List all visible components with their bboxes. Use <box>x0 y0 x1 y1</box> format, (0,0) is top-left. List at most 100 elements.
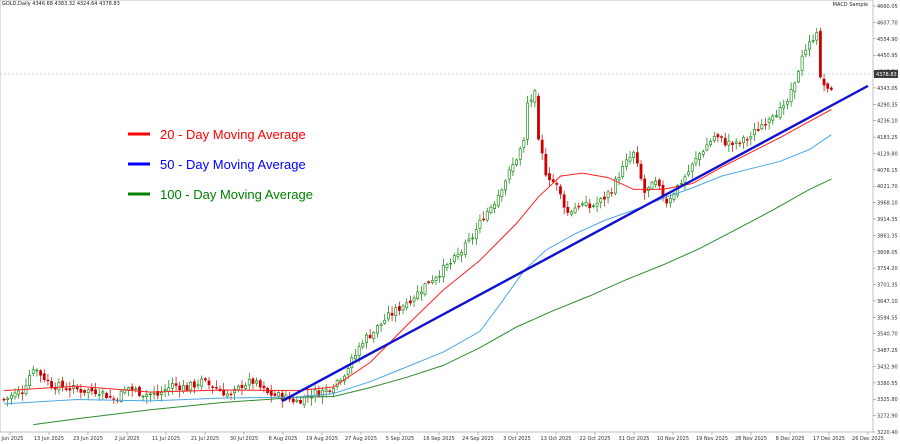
y-tick-label: 3272.90 <box>877 414 898 420</box>
y-tick-label: 4607.70 <box>877 20 898 26</box>
candle-body <box>101 391 105 394</box>
legend-label: 20 - Day Moving Average <box>160 127 306 142</box>
x-tick-label: 23 Jun 2025 <box>73 436 103 442</box>
candle-body <box>141 395 145 398</box>
x-tick-label: 19 Nov 2025 <box>696 436 728 442</box>
candle-body <box>225 393 229 397</box>
candle-body <box>273 393 277 396</box>
candle-body <box>387 312 390 320</box>
last-price-marker: 4378.83 <box>874 70 898 78</box>
y-tick-label: 3754.20 <box>877 266 898 272</box>
candle-body <box>376 325 379 334</box>
candle-body <box>35 369 39 372</box>
candle-body <box>160 392 163 395</box>
candle-body <box>269 390 273 396</box>
candle-body <box>672 193 676 200</box>
y-tick-label: 4290.35 <box>877 102 898 108</box>
candle-body <box>97 394 101 396</box>
candle-body <box>811 40 815 42</box>
candle-body <box>258 380 262 388</box>
candle-body <box>606 191 610 198</box>
candle-body <box>566 206 570 213</box>
indicator-label: MACD Sample <box>833 2 868 8</box>
candle-body <box>42 373 46 381</box>
candle-body <box>449 263 453 265</box>
candle-body <box>654 180 658 185</box>
candle-body <box>778 107 782 118</box>
candle-body <box>441 265 445 278</box>
symbol-title: GOLD,Daily <box>2 1 31 7</box>
y-tick-label: 3325.80 <box>877 397 898 403</box>
candle-body <box>445 264 449 268</box>
candle-body <box>749 136 753 139</box>
candle-body <box>167 387 171 392</box>
candle-body <box>214 387 218 389</box>
candle-body <box>624 159 628 167</box>
candle-body <box>771 115 775 121</box>
candle-body <box>595 202 599 207</box>
candle-body <box>145 394 149 397</box>
candle-body <box>562 194 566 208</box>
candle-body <box>537 95 540 140</box>
candle-body <box>500 189 504 197</box>
candle-body <box>397 306 401 311</box>
candle-body <box>756 128 760 131</box>
plot-frame <box>0 0 874 433</box>
candle-body <box>346 368 350 376</box>
candle-body <box>57 382 61 391</box>
candle-body <box>540 139 544 154</box>
candle-body <box>189 382 193 391</box>
candle-body <box>573 207 577 214</box>
x-tick-label: 28 Nov 2025 <box>735 436 767 442</box>
candle-body <box>485 211 489 221</box>
candle-body <box>687 171 691 176</box>
candle-body <box>753 129 756 136</box>
y-tick-label: 4183.25 <box>877 135 898 141</box>
candle-body <box>112 398 116 400</box>
candle-body <box>383 319 387 324</box>
candle-body <box>90 388 94 392</box>
candle-body <box>456 253 460 257</box>
y-tick-label: 3380.55 <box>877 381 898 387</box>
candle-body <box>255 380 259 384</box>
candle-body <box>196 384 200 386</box>
x-tick-label: 8 Aug 2025 <box>269 436 298 442</box>
candle-body <box>394 307 398 316</box>
candle-body <box>200 378 204 387</box>
candle-body <box>280 392 284 401</box>
y-tick-label: 3594.55 <box>877 315 898 321</box>
candle-body <box>365 334 368 344</box>
x-tick-label: 16 Sep 2025 <box>423 436 455 442</box>
candle-body <box>789 89 793 102</box>
candle-body <box>211 386 215 388</box>
candle-body <box>632 151 636 158</box>
ma-100-line <box>33 178 832 426</box>
candle-body <box>829 87 833 90</box>
candle-body <box>233 389 237 394</box>
candle-body <box>427 281 431 284</box>
candle-body <box>192 381 196 388</box>
candle-body <box>313 389 317 396</box>
candle-body <box>504 180 507 191</box>
candle-body <box>321 389 324 397</box>
candle-body <box>152 393 156 395</box>
candle-body <box>79 389 83 393</box>
candle-body <box>262 385 266 389</box>
candle-body <box>105 393 108 399</box>
candle-body <box>119 390 123 402</box>
y-tick-label: 3540.70 <box>877 332 898 338</box>
candle-body <box>467 238 471 242</box>
candle-body <box>613 178 617 194</box>
candle-body <box>775 115 778 118</box>
x-tick-label: 17 Dec 2025 <box>813 436 845 442</box>
candle-body <box>324 389 328 393</box>
candle-body <box>800 55 804 71</box>
candle-body <box>229 393 233 396</box>
candle-body <box>603 196 606 200</box>
last-price-value: 4378.83 <box>876 72 897 78</box>
candle-body <box>20 392 24 394</box>
candle-body <box>423 283 427 295</box>
candle-body <box>171 383 174 389</box>
candle-body <box>174 383 178 386</box>
